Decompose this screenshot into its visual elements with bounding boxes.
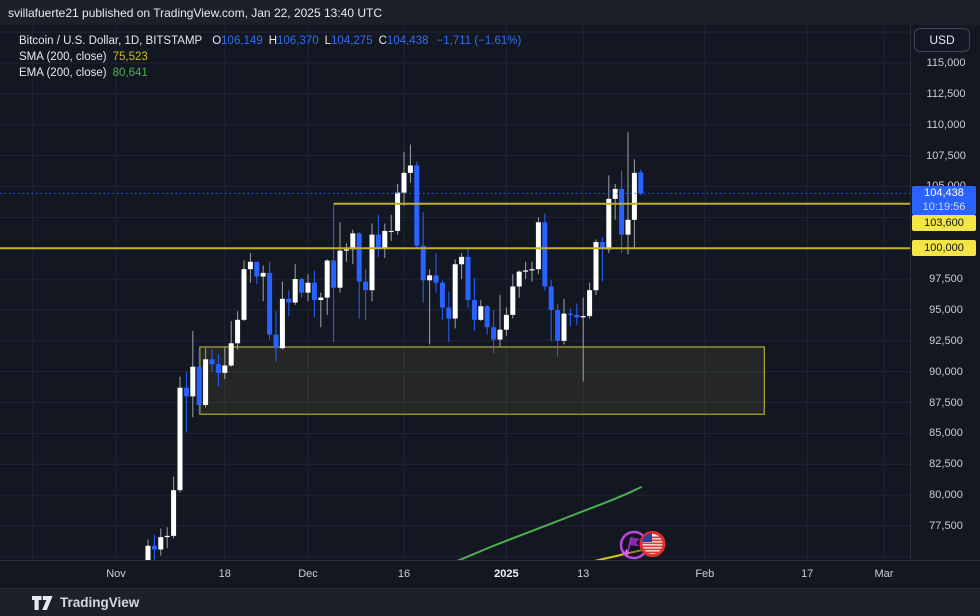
level-price-label-103600: 103,600 (912, 215, 976, 231)
footer-bar: TradingView (0, 588, 980, 616)
ohlc-open-label: O (212, 35, 222, 47)
price-axis-label: 77,500 (929, 520, 963, 532)
chart-legend: Bitcoin / U.S. Dollar, 1D, BITSTAMP O106,… (19, 33, 521, 81)
price-axis-label: 80,000 (929, 489, 963, 502)
sticker-layer (619, 530, 666, 560)
price-axis-label: 82,500 (929, 458, 963, 471)
us-flag-sticker[interactable] (639, 531, 666, 557)
ema-label: EMA (200, close) (19, 67, 107, 79)
time-axis[interactable]: Nov 18 Dec 16 2025 13 Feb 17 Mar (0, 560, 980, 588)
candles-layer (145, 132, 644, 560)
current-price-label: 104,438 10:19:56 (912, 186, 976, 215)
ohlc-open-value: 106,149 (221, 35, 263, 47)
time-axis-label-Mar: Mar (874, 568, 894, 580)
symbol-title: Bitcoin / U.S. Dollar, 1D, BITSTAMP (19, 35, 203, 47)
sma-200-line (595, 549, 642, 560)
price-axis-label: 90,000 (929, 365, 963, 378)
price-axis-label: 97,500 (929, 273, 963, 286)
price-axis-label: 115,000 (926, 57, 966, 69)
purple-circle-sticker[interactable] (619, 530, 649, 560)
sma-value: 75,523 (112, 51, 148, 63)
legend-symbol-row[interactable]: Bitcoin / U.S. Dollar, 1D, BITSTAMP O106,… (19, 33, 521, 49)
time-axis-label-16: 16 (397, 568, 411, 580)
ohlc-close-value: 104,438 (386, 35, 429, 47)
time-axis-label-2025: 2025 (494, 568, 519, 580)
time-axis-label-Dec: Dec (298, 568, 318, 580)
ohlc-low-label: L (324, 35, 332, 47)
supply-zone-box[interactable] (199, 346, 765, 415)
price-axis-label: 87,500 (929, 396, 963, 409)
time-axis-label-17: 17 (801, 568, 814, 580)
currency-toggle-button[interactable]: USD (914, 28, 970, 52)
price-axis-label: 85,000 (929, 427, 963, 440)
time-axis-label-18: 18 (218, 568, 231, 580)
price-axis-label: 110,000 (926, 118, 966, 131)
price-axis-label: 95,000 (929, 303, 963, 316)
price-axis-label: 112,500 (926, 87, 966, 100)
ema-200-line (456, 486, 642, 560)
price-axis-label: 92,500 (929, 334, 963, 347)
sma-label: SMA (200, close) (19, 51, 107, 63)
price-axis-label: 107,500 (926, 149, 966, 162)
ohlc-high-label: H (268, 35, 278, 47)
price-axis[interactable]: USD 115,000112,500110,000107,500105,0001… (910, 25, 980, 560)
ohlc-high-value: 106,370 (277, 35, 319, 47)
tradingview-logo-icon[interactable] (32, 595, 53, 610)
change-value: −1,711 (−1.61%) (436, 35, 522, 47)
time-axis-label-Nov: Nov (106, 568, 126, 580)
bar-countdown: 10:19:56 (922, 201, 966, 213)
ema-value: 80,641 (112, 67, 148, 79)
ohlc-close-label: C (378, 35, 387, 47)
current-price-value: 104,438 (924, 187, 964, 199)
publish-info-text: svillafuerte21 published on TradingView.… (8, 5, 383, 20)
tradingview-brand-text[interactable]: TradingView (60, 595, 140, 610)
level-price-label-100000: 100,000 (912, 240, 976, 256)
time-axis-label-Feb: Feb (695, 568, 715, 580)
time-axis-label-13: 13 (577, 568, 590, 580)
publish-info-bar: svillafuerte21 published on TradingView.… (0, 0, 980, 25)
legend-ema-row[interactable]: EMA (200, close) 80,641 (19, 65, 521, 81)
plot-area (0, 25, 910, 560)
legend-sma-row[interactable]: SMA (200, close) 75,523 (19, 49, 521, 65)
ohlc-low-value: 104,275 (331, 35, 373, 47)
